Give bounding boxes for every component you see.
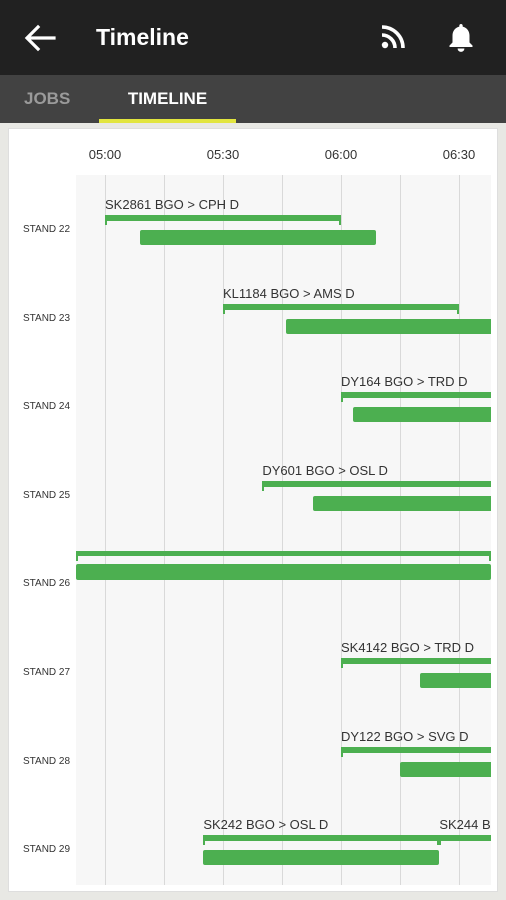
scheduled-time-bar[interactable] <box>76 551 491 562</box>
flight-label: SK4142 BGO > TRD D <box>341 640 475 655</box>
stand-label: STAND 25 <box>23 489 71 501</box>
arrow-left-icon[interactable] <box>20 18 60 58</box>
actual-time-bar[interactable] <box>285 318 491 334</box>
actual-time-bar[interactable] <box>419 673 491 688</box>
actual-time-bar[interactable] <box>400 761 491 777</box>
stand-label: STAND 22 <box>23 224 71 235</box>
flight-label: DY601 BGO > OSL D <box>262 462 388 478</box>
stand-label: STAND 29 <box>23 844 71 856</box>
gridline <box>341 175 342 885</box>
time-axis: 05:00 05:30 06:00 06:30 <box>9 129 497 174</box>
stand-label: STAND 23 <box>23 312 71 324</box>
tab-timeline[interactable]: TIMELINE <box>127 89 208 108</box>
scheduled-time-bar[interactable] <box>341 746 491 757</box>
timeline-card: 05:00 05:30 06:00 06:30 SK2861 BGO > CPH D K… <box>8 128 498 892</box>
flight-label: SK244 B <box>439 817 491 833</box>
tab-jobs[interactable]: JOBS <box>24 89 71 108</box>
gridline <box>164 175 165 885</box>
gridline <box>459 175 460 885</box>
scheduled-time-bar[interactable] <box>341 392 491 403</box>
flight-label: KL1184 BGO > AMS D <box>223 285 355 301</box>
actual-time-bar[interactable] <box>76 564 491 581</box>
flight-label: SK242 BGO > OSL D <box>203 817 329 833</box>
stand-label: STAND 27 <box>23 667 71 678</box>
scheduled-time-bar[interactable] <box>341 658 491 668</box>
timeline-plot[interactable]: SK2861 BGO > CPH D KL1184 BGO > AMS D DY16… <box>76 175 491 885</box>
gridline <box>223 175 224 885</box>
actual-time-bar[interactable] <box>140 230 377 245</box>
actual-time-bar[interactable] <box>313 495 491 511</box>
rss-icon[interactable] <box>378 22 408 52</box>
bell-icon[interactable] <box>444 20 478 54</box>
page-title: Timeline <box>96 24 189 50</box>
scheduled-time-bar[interactable] <box>439 835 491 846</box>
scheduled-time-bar[interactable] <box>262 480 491 491</box>
time-tick-label: 05:00 <box>88 147 122 162</box>
flight-label: DY122 BGO > SVG D <box>341 728 469 744</box>
actual-time-bar[interactable] <box>203 850 440 866</box>
stand-label: STAND 28 <box>23 755 71 767</box>
app-bar: Timeline <box>0 0 506 75</box>
gridline <box>105 175 106 885</box>
stand-label: STAND 26 <box>23 578 71 590</box>
time-tick-label: 06:00 <box>324 147 358 162</box>
tab-bar: JOBS TIMELINE <box>0 75 506 123</box>
actual-time-bar[interactable] <box>352 407 491 423</box>
scheduled-time-bar[interactable] <box>223 303 459 314</box>
flight-label: DY164 BGO > TRD D <box>341 374 468 390</box>
active-tab-indicator <box>99 119 236 123</box>
time-tick-label: 05:30 <box>206 147 240 162</box>
flight-label: SK2861 BGO > CPH D <box>105 197 240 212</box>
stand-label: STAND 24 <box>23 401 71 413</box>
time-tick-label: 06:30 <box>442 147 476 162</box>
gridline <box>400 175 401 885</box>
scheduled-time-bar[interactable] <box>203 835 440 846</box>
gridline <box>282 175 283 885</box>
scheduled-time-bar[interactable] <box>105 215 341 225</box>
